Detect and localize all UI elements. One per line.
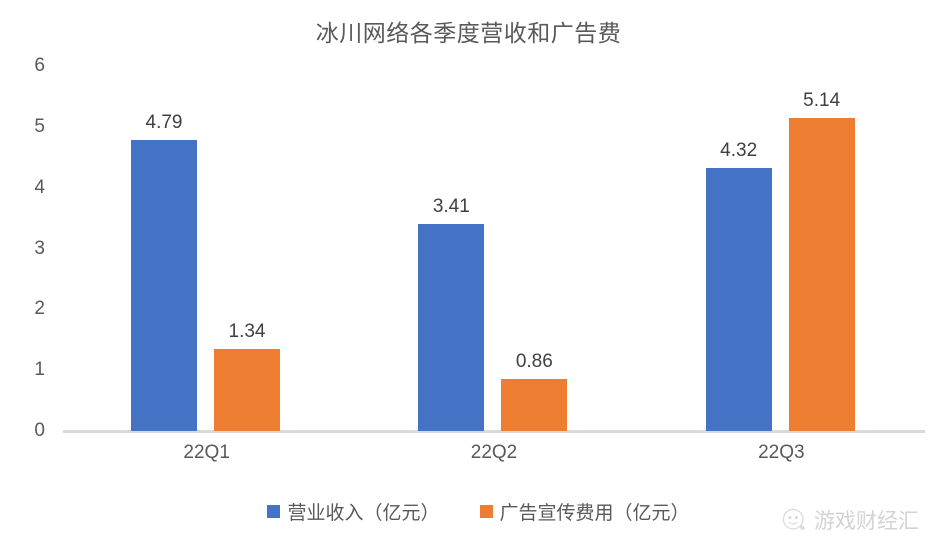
watermark: 游戏财经汇 <box>781 505 919 535</box>
bar-group: 4.79 1.34 <box>63 66 350 431</box>
chart-title: 冰川网络各季度营收和广告费 <box>315 20 622 46</box>
bar-22q1-series-1[interactable]: 1.34 <box>214 321 280 431</box>
plot-area: 4.79 1.34 3.41 0.86 4.32 5.14 <box>63 66 925 431</box>
y-axis-tick-label: 5 <box>34 115 45 137</box>
bar-value-label: 3.41 <box>432 195 470 217</box>
ghost-face-icon <box>782 508 805 530</box>
bar-rect <box>788 118 855 431</box>
y-axis-tick-label: 2 <box>34 298 45 320</box>
bar-value-label: 1.34 <box>228 321 266 343</box>
y-axis: 6 5 4 3 2 1 0 <box>0 55 55 441</box>
x-axis-category-label-22q2: 22Q2 <box>470 442 518 463</box>
legend-label: 广告宣传费用（亿元） <box>499 503 690 524</box>
legend-item-series-1[interactable]: 广告宣传费用（亿元） <box>479 498 690 525</box>
bar-22q1-series-0[interactable]: 4.79 <box>131 112 197 431</box>
x-axis-baseline <box>63 430 925 433</box>
x-axis-category-label-22q1: 22Q1 <box>183 442 230 463</box>
bar-22q2-series-1[interactable]: 0.86 <box>501 351 568 431</box>
legend-swatch-icon <box>267 505 281 518</box>
bar-rect <box>501 378 568 431</box>
bar-value-label: 4.79 <box>145 111 183 133</box>
y-axis-tick-label: 0 <box>34 420 45 441</box>
chart-legend: 营业收入（亿元） 广告宣传费用（亿元） <box>0 498 937 525</box>
y-axis-tick-label: 4 <box>34 176 45 198</box>
bar-rect <box>705 168 772 431</box>
y-axis-tick-label: 1 <box>34 359 45 381</box>
bar-22q3-series-1[interactable]: 5.14 <box>788 90 855 431</box>
y-axis-tick-label: 3 <box>34 237 45 259</box>
bar-rect <box>214 349 280 431</box>
bar-value-label: 0.86 <box>515 350 553 372</box>
y-axis-tick-label: 6 <box>34 55 45 76</box>
watermark-label: 游戏财经汇 <box>814 510 919 533</box>
bar-group: 4.32 5.14 <box>638 66 925 431</box>
legend-swatch-icon <box>479 505 493 518</box>
bar-value-label: 4.32 <box>720 140 758 162</box>
bar-22q2-series-0[interactable]: 3.41 <box>418 196 485 431</box>
legend-label: 营业收入（亿元） <box>287 503 440 524</box>
bar-22q3-series-0[interactable]: 4.32 <box>705 140 772 431</box>
bar-rect <box>418 223 485 431</box>
x-axis-category-label-22q3: 22Q3 <box>758 442 805 463</box>
legend-item-series-0[interactable]: 营业收入（亿元） <box>267 498 440 525</box>
bar-rect <box>131 139 197 431</box>
bar-group: 3.41 0.86 <box>350 66 637 431</box>
bar-value-label: 5.14 <box>803 90 841 112</box>
